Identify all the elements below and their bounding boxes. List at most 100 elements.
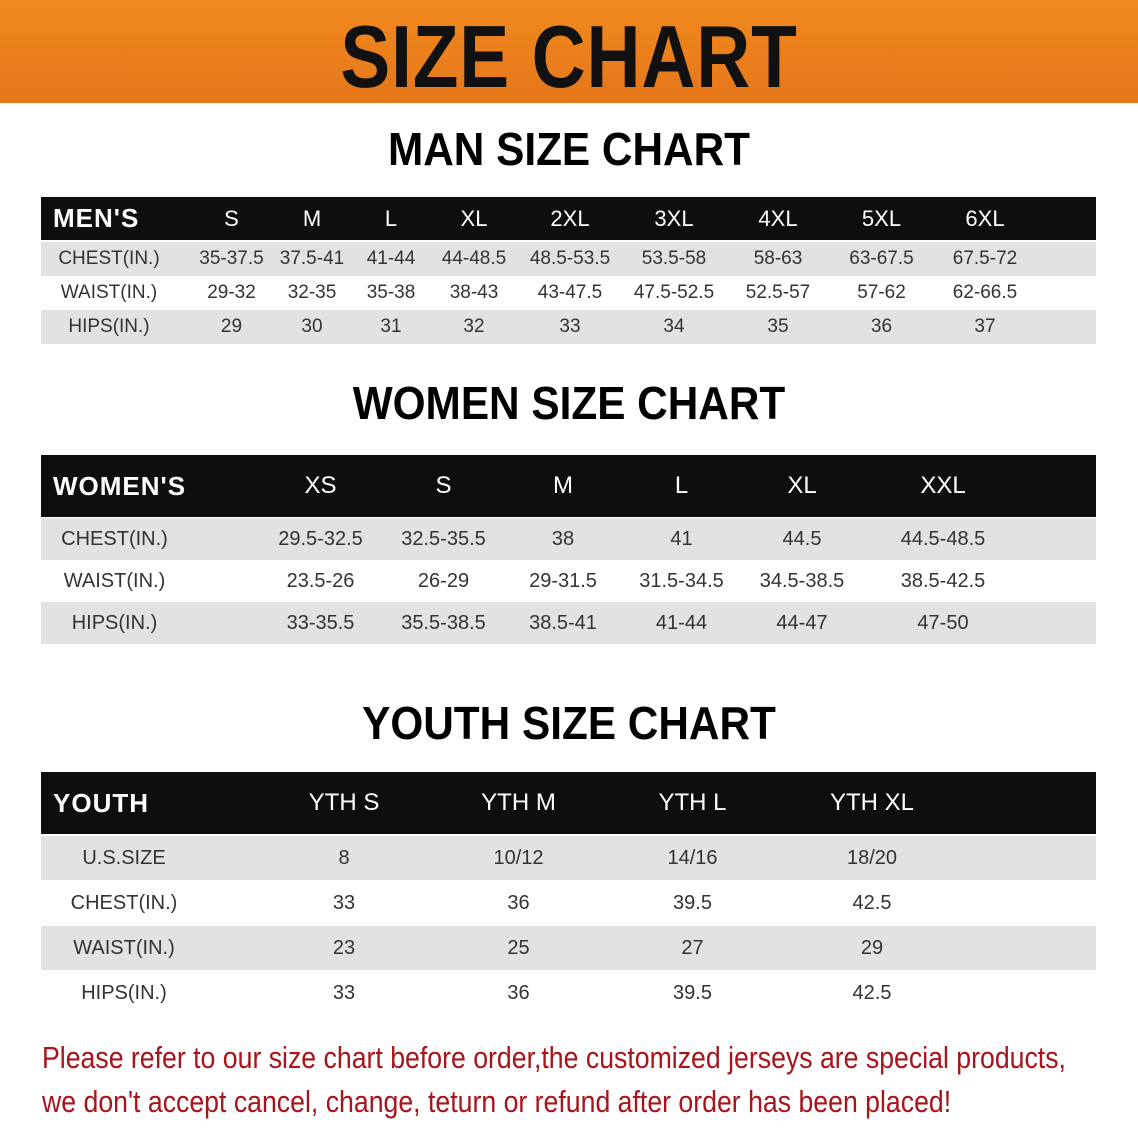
measurement-value: 29	[860, 936, 884, 959]
measurement-value: 35.5-38.5	[401, 611, 486, 634]
table-label: YOUTH	[53, 787, 149, 818]
size-header: XS	[304, 472, 337, 499]
size-header: XXL	[920, 472, 966, 499]
size-header: M	[302, 205, 322, 231]
measurement-value: 33	[559, 316, 581, 337]
size-header: 5XL	[861, 205, 902, 231]
size-header: YTH L	[658, 789, 727, 816]
table-label: WOMEN'S	[53, 470, 187, 501]
measurement-value: 53.5-58	[641, 248, 707, 269]
measurement-label: HIPS(IN.)	[68, 316, 150, 337]
measurement-value: 39.5	[673, 981, 712, 1004]
measurement-value: 23.5-26	[286, 569, 355, 592]
measurement-value: 35-38	[366, 282, 416, 303]
measurement-value: 36	[507, 981, 530, 1004]
measurement-value: 32.5-35.5	[401, 527, 486, 550]
order-notice: Please refer to our size chart before or…	[42, 1036, 1066, 1124]
table-row: U.S.SIZE 8 10/12 14/16 18/20	[41, 836, 1096, 880]
measurement-value: 29	[220, 316, 243, 337]
measurement-value: 38.5-42.5	[900, 569, 986, 592]
table-row: CHEST(IN.) 33 36 39.5 42.5	[41, 881, 1096, 925]
notice-line: we don't accept cancel, change, teturn o…	[42, 1084, 952, 1119]
measurement-value: 10/12	[493, 846, 544, 869]
measurement-label: CHEST(IN.)	[61, 527, 168, 550]
measurement-value: 43-47.5	[537, 282, 603, 303]
size-header: 3XL	[654, 205, 694, 231]
measurement-value: 23	[332, 936, 356, 959]
measurement-value: 33-35.5	[286, 611, 355, 634]
size-header: YTH XL	[829, 789, 915, 816]
measurement-value: 8	[338, 846, 350, 869]
youth-header-row: YOUTH YTH S YTH M YTH L YTH XL	[41, 772, 1096, 834]
measurement-value: 67.5-72	[952, 248, 1018, 269]
measurement-label: CHEST(IN.)	[58, 248, 160, 269]
measurement-value: 33	[332, 891, 356, 914]
measurement-value: 41-44	[366, 248, 416, 269]
table-label: MEN'S	[53, 203, 140, 233]
measurement-value: 27	[681, 936, 704, 959]
measurement-value: 25	[507, 936, 530, 959]
measurement-value: 44.5-48.5	[900, 527, 986, 550]
measurement-value: 35-37.5	[199, 248, 264, 269]
banner: SIZE CHART	[0, 0, 1138, 106]
measurement-label: HIPS(IN.)	[71, 611, 158, 634]
table-row: CHEST(IN.) 35-37.5 37.5-41 41-44 44-48.5 48.5…	[41, 242, 1096, 276]
measurement-value: 31.5-34.5	[639, 569, 724, 592]
table-row: HIPS(IN.) 29 30 31 32 33 34 35 36 37	[41, 310, 1096, 344]
size-header: L	[384, 205, 398, 231]
measurement-label: WAIST(IN.)	[60, 282, 158, 303]
size-header: 4XL	[758, 205, 798, 231]
measurement-value: 44-47	[776, 611, 828, 634]
measurement-value: 42.5	[852, 891, 892, 914]
measurement-value: 62-66.5	[952, 282, 1018, 303]
measurement-value: 44-48.5	[441, 248, 507, 269]
measurement-value: 30	[301, 316, 323, 337]
notice-line: Please refer to our size chart before or…	[42, 1040, 1066, 1075]
measurement-value: 29.5-32.5	[278, 527, 363, 550]
size-header: 6XL	[965, 205, 1005, 231]
measurement-value: 34.5-38.5	[759, 569, 845, 592]
measurement-value: 35	[767, 316, 789, 337]
size-header: YTH S	[308, 789, 380, 816]
youth-size-table: YOUTH YTH S YTH M YTH L YTH XL U.S.SIZE 8 10/12…	[41, 772, 1096, 1016]
measurement-value: 63-67.5	[849, 248, 914, 269]
measurement-label: HIPS(IN.)	[81, 981, 167, 1004]
size-header: L	[674, 472, 689, 499]
measurement-value: 34	[663, 316, 685, 337]
measurement-value: 38.5-41	[529, 611, 597, 634]
measurement-value: 37	[974, 316, 996, 337]
measurement-value: 38-43	[449, 282, 499, 303]
men-size-table: MEN'S S M L XL 2XL 3XL 4XL 5XL 6XL CHEST(IN.) 35-37…	[41, 197, 1096, 344]
size-header: M	[553, 472, 573, 499]
size-header: S	[435, 472, 452, 499]
measurement-value: 41	[670, 527, 693, 550]
men-section-title: MAN SIZE CHART	[387, 123, 751, 175]
measurement-value: 48.5-53.5	[529, 248, 611, 269]
youth-section-title: YOUTH SIZE CHART	[362, 697, 776, 749]
measurement-value: 39.5	[673, 891, 712, 914]
banner-title: SIZE CHART	[340, 7, 798, 106]
measurement-value: 36	[870, 316, 893, 337]
size-header: XL	[460, 205, 488, 231]
measurement-value: 47.5-52.5	[633, 282, 715, 303]
measurement-value: 32-35	[287, 282, 337, 303]
size-header: S	[224, 205, 239, 231]
measurement-value: 33	[332, 981, 356, 1004]
measurement-label: U.S.SIZE	[82, 846, 166, 869]
table-row: WAIST(IN.) 29-32 32-35 35-38 38-43 43-47.5 47.…	[41, 276, 1096, 310]
measurement-label: WAIST(IN.)	[73, 936, 175, 959]
measurement-value: 57-62	[857, 282, 906, 303]
measurement-value: 29-31.5	[529, 569, 597, 592]
measurement-value: 36	[507, 891, 530, 914]
table-row: CHEST(IN.) 29.5-32.5 32.5-35.5 38 41 44.5 44.5…	[41, 518, 1096, 560]
measurement-value: 29-32	[207, 282, 256, 303]
measurement-value: 47-50	[917, 611, 969, 634]
table-row: HIPS(IN.) 33 36 39.5 42.5	[41, 971, 1096, 1015]
size-header: 2XL	[550, 205, 590, 231]
measurement-value: 42.5	[852, 981, 892, 1004]
measurement-value: 41-44	[655, 611, 708, 634]
measurement-label: WAIST(IN.)	[63, 569, 166, 592]
measurement-value: 58-63	[753, 248, 803, 269]
measurement-value: 44.5	[782, 527, 822, 550]
measurement-value: 38	[551, 527, 575, 550]
